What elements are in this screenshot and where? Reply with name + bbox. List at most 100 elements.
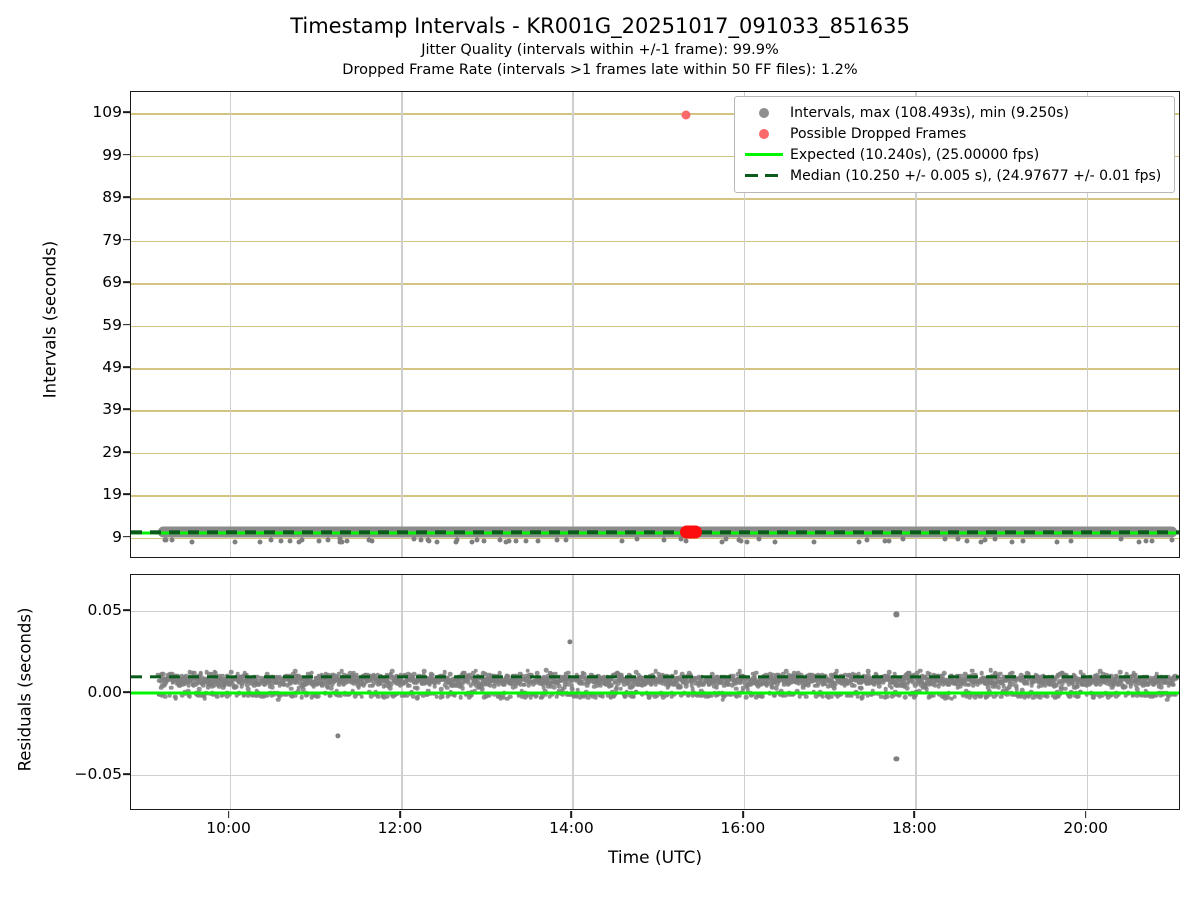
residual-point (300, 687, 306, 692)
gridline-horizontal (131, 774, 1179, 777)
residual-point (735, 672, 741, 677)
residual-point (201, 693, 206, 698)
legend-item[interactable]: Median (10.250 +/- 0.005 s), (24.97677 +… (742, 165, 1167, 186)
interval-point (1020, 538, 1026, 544)
residual-point (653, 668, 659, 674)
residual-point (834, 669, 839, 674)
residual-point (581, 671, 587, 677)
residual-point (504, 696, 510, 701)
interval-point (678, 536, 684, 542)
gridline-horizontal (131, 155, 1179, 158)
interval-point (1009, 539, 1015, 545)
residuals-y-axis-label: Residuals (seconds) (15, 607, 35, 772)
residual-point (411, 676, 416, 681)
residual-point (397, 682, 403, 688)
residual-outlier-point (334, 733, 341, 739)
residual-point (228, 669, 234, 675)
legend-item[interactable]: Possible Dropped Frames (742, 123, 1167, 144)
residual-point (235, 671, 241, 677)
ytick-mark (123, 535, 130, 538)
interval-point (268, 537, 274, 543)
residual-point (1159, 685, 1164, 690)
residual-point (440, 694, 445, 699)
residual-point (766, 681, 772, 687)
ytick-mark (123, 238, 130, 241)
residual-point (275, 680, 281, 685)
interval-point (723, 536, 729, 542)
residual-point (361, 681, 367, 687)
residual-point (689, 683, 695, 688)
legend-item[interactable]: Expected (10.240s), (25.00000 fps) (742, 144, 1167, 165)
residual-point (491, 683, 497, 689)
residual-point (600, 693, 605, 699)
gridline-horizontal (131, 198, 1179, 200)
residual-point (518, 677, 524, 683)
residual-point (1117, 669, 1123, 675)
residual-point (220, 692, 226, 697)
residual-point (245, 693, 251, 698)
residual-point (325, 684, 330, 690)
residual-point (866, 669, 871, 674)
legend[interactable]: Intervals, max (108.493s), min (9.250s) P… (734, 96, 1175, 193)
ytick-mark (123, 773, 130, 775)
residual-point (780, 672, 786, 677)
residual-point (650, 678, 655, 684)
xtick-mark (399, 811, 401, 818)
residual-point (287, 677, 292, 682)
residual-point (518, 671, 523, 677)
residual-point (240, 679, 246, 684)
residual-point (501, 695, 506, 700)
residual-point (234, 692, 240, 698)
residual-point (952, 694, 958, 699)
residual-point (772, 693, 777, 698)
residual-point (330, 682, 335, 687)
residual-point (510, 684, 516, 690)
interval-point (856, 539, 862, 545)
residual-point (744, 676, 750, 682)
interval-point (257, 539, 263, 545)
residual-point (806, 681, 811, 687)
residuals-plot-area (130, 574, 1180, 810)
residual-point (245, 687, 251, 692)
residual-point (414, 685, 420, 691)
legend-item[interactable]: Intervals, max (108.493s), min (9.250s) (742, 102, 1167, 123)
residual-point (436, 678, 442, 683)
residual-point (219, 682, 224, 687)
residual-point (540, 693, 546, 699)
interval-point (474, 537, 480, 543)
residual-point (785, 681, 791, 687)
residual-point (812, 683, 818, 688)
residual-point (664, 678, 670, 684)
residual-point (405, 672, 411, 677)
residual-point (665, 692, 671, 697)
interval-point (481, 538, 487, 544)
residual-point (243, 672, 249, 677)
ytick-label: −0.05 (74, 764, 123, 783)
residual-point (631, 693, 636, 699)
residual-outlier-point (893, 611, 900, 617)
residual-point (826, 694, 832, 700)
residual-point (415, 695, 421, 700)
residual-point (724, 692, 730, 697)
residual-point (656, 671, 662, 677)
interval-point (864, 537, 870, 543)
legend-item-label: Median (10.250 +/- 0.005 s), (24.97677 +… (790, 167, 1162, 184)
residual-point (315, 693, 321, 699)
residual-point (319, 683, 325, 688)
subtitle-dropped-frame-rate: Dropped Frame Rate (intervals >1 frames … (342, 62, 858, 78)
residual-point (222, 682, 227, 687)
residual-point (844, 693, 850, 698)
gridline-horizontal (131, 240, 1179, 243)
interval-point (189, 539, 195, 545)
residual-point (685, 679, 691, 684)
residual-point (279, 692, 285, 697)
residual-point (646, 694, 652, 700)
residual-point (509, 681, 515, 686)
interval-point (719, 539, 725, 545)
ytick-mark (123, 451, 130, 453)
xtick-label: 16:00 (720, 819, 766, 837)
residual-point (590, 693, 595, 699)
residual-point (224, 693, 230, 699)
residual-point (277, 683, 283, 688)
gridline-vertical (572, 92, 574, 557)
